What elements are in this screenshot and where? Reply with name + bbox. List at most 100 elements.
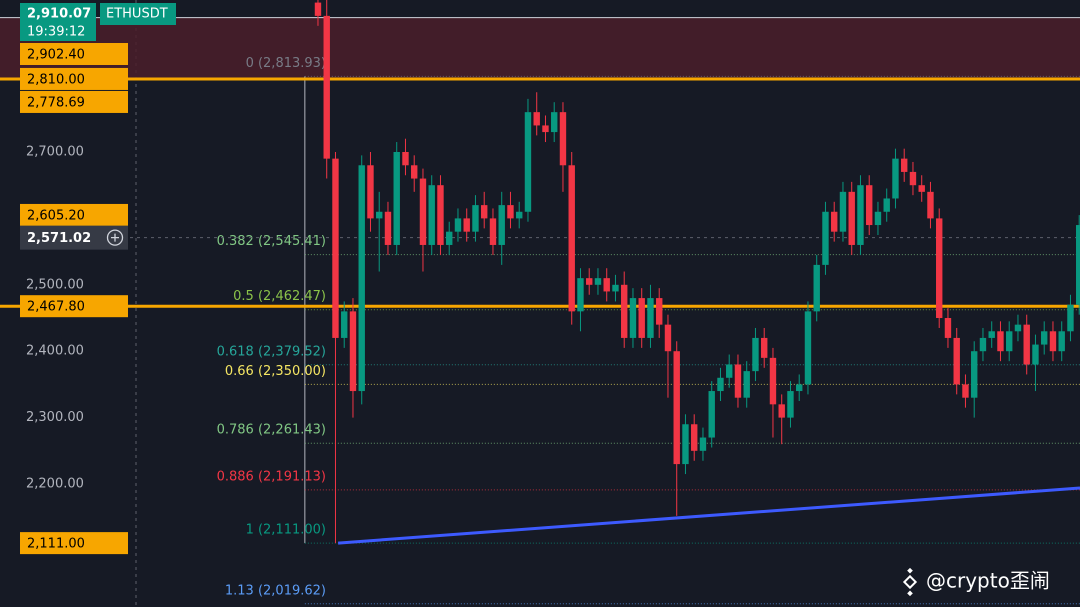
price-label-box — [20, 295, 128, 318]
candle-body — [953, 337, 960, 385]
price-label: 2,902.40 — [27, 48, 85, 63]
candle-body — [778, 404, 785, 418]
candle-body — [419, 178, 427, 245]
watermark-icon — [902, 567, 918, 597]
fib-level-label: 0.5 (2,462.47) — [233, 289, 326, 304]
candle-body — [612, 284, 619, 292]
candle-body — [533, 112, 540, 126]
candle-body — [962, 384, 969, 398]
crosshair-label: 2,571.02 — [27, 231, 91, 246]
candle-body — [323, 15, 330, 159]
price-label: 2,111.00 — [27, 537, 85, 552]
candle-body — [638, 298, 645, 338]
zone — [0, 17, 1080, 79]
candle-body — [516, 211, 523, 219]
candle-body — [796, 384, 803, 392]
price-label: 2,605.20 — [27, 208, 85, 223]
candle-body — [901, 158, 908, 172]
fib-level-label: 0.786 (2,261.43) — [217, 423, 326, 438]
candle-body — [629, 298, 637, 338]
y-tick-label: 2,200.00 — [26, 477, 84, 492]
current-price-box — [20, 3, 96, 41]
watermark: @crypto歪闹 — [902, 567, 1050, 597]
candle-body — [857, 185, 864, 245]
candle-body — [428, 185, 435, 245]
candle-body — [717, 377, 724, 392]
trendline — [337, 486, 1080, 545]
candle-body — [411, 165, 418, 179]
candle-body — [831, 211, 838, 232]
candle-body — [358, 165, 365, 392]
candle-body — [437, 185, 444, 245]
candle-body — [839, 191, 847, 232]
candle-body — [1041, 331, 1048, 345]
candle-body — [393, 151, 400, 245]
candle-body — [577, 278, 584, 312]
candle-body — [1032, 344, 1039, 365]
candle-body — [726, 364, 733, 378]
candle-body — [332, 158, 339, 338]
watermark-text: @crypto歪闹 — [926, 569, 1050, 593]
candle-body — [603, 278, 610, 292]
candle-body — [647, 298, 654, 338]
candle-body — [1014, 324, 1022, 332]
candle-body — [481, 205, 488, 219]
candle-body — [498, 205, 505, 245]
fib-level-label: 0.382 (2,545.41) — [217, 234, 326, 249]
crosshair-label-box — [20, 225, 128, 250]
candle-body — [883, 198, 890, 212]
candle-body — [568, 165, 575, 312]
fib-level-label: 0.618 (2,379.52) — [217, 344, 326, 359]
fib-level-label: 1 (2,111.00) — [246, 523, 326, 538]
candle-body — [507, 205, 514, 219]
candle-body — [866, 185, 873, 226]
candle-body — [997, 331, 1004, 352]
price-label-box — [20, 67, 128, 90]
crosshair-add-button[interactable] — [106, 229, 124, 246]
fib-level-label: 1.13 (2,019.62) — [225, 583, 326, 598]
candle-body — [918, 185, 925, 192]
candle-body — [761, 337, 768, 358]
candle-body — [1076, 225, 1080, 305]
candle-body — [454, 218, 462, 232]
candle-body — [586, 278, 593, 285]
symbol-label: ETHUSDT — [106, 7, 168, 22]
candle-body — [813, 264, 820, 312]
price-label: 2,778.69 — [27, 95, 85, 110]
candle-body — [936, 218, 943, 319]
candle-body — [787, 391, 794, 418]
candle-body — [1058, 331, 1065, 352]
y-tick-label: 2,400.00 — [26, 344, 84, 359]
y-tick-label: 2,500.00 — [26, 277, 84, 292]
candle-body — [691, 424, 698, 451]
candle-body — [594, 278, 602, 285]
candle-body — [979, 337, 987, 352]
candle-body — [656, 298, 663, 325]
candle-body — [927, 191, 934, 219]
candle-body — [769, 357, 777, 405]
candle-body — [1067, 304, 1074, 332]
candle-body — [472, 205, 479, 232]
candle-body — [621, 284, 628, 338]
candle-body — [314, 2, 322, 16]
candle-body — [664, 324, 672, 352]
y-tick-label: 2,700.00 — [26, 144, 84, 159]
candle-body — [341, 311, 348, 338]
candle-body — [1023, 324, 1030, 365]
fib-level-label: 0.66 (2,350.00) — [225, 364, 326, 379]
candle-body — [743, 371, 750, 398]
candle-body — [708, 391, 715, 438]
price-label: 2,467.80 — [27, 300, 85, 315]
candle-body — [734, 364, 742, 398]
candle-body — [944, 318, 952, 338]
price-label-box — [20, 90, 128, 113]
candle-body — [559, 112, 567, 166]
price-label: 2,810.00 — [27, 72, 85, 87]
candle-body — [804, 311, 812, 385]
price-label-box — [20, 203, 128, 226]
candle-body — [1049, 331, 1057, 352]
candle-body — [988, 331, 995, 338]
